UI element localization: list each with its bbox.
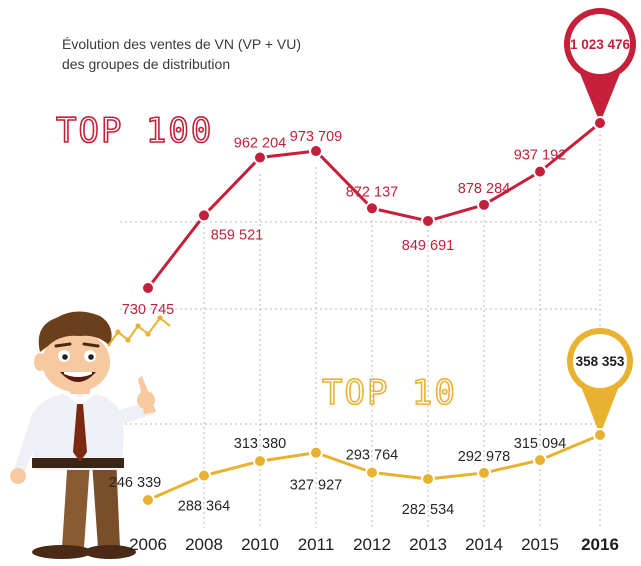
data-point: [421, 213, 435, 228]
data-label: 288 364: [178, 499, 230, 515]
data-labels: 730 745 859 521 962 204 973 709 872 137 849 6…: [109, 129, 566, 518]
data-point: [197, 468, 211, 483]
data-label: 327 927: [290, 478, 342, 494]
chart-title-line-2: des groupes de distribution: [62, 56, 231, 72]
x-tick-label: 2016: [581, 535, 619, 554]
pin-tail: [581, 388, 619, 435]
data-label: 962 204: [234, 136, 286, 152]
end-markers: 1 023 476 358 353: [564, 8, 636, 435]
data-label: 878 284: [458, 181, 510, 197]
data-label: 292 978: [458, 449, 510, 465]
data-label: 730 745: [122, 302, 174, 318]
series-name-1: TOP 10: [322, 373, 457, 413]
data-point: [141, 281, 155, 295]
chart-title-line-1: Évolution des ventes de VN (VP + VU): [62, 36, 302, 52]
data-label: 859 521: [211, 227, 263, 243]
data-point: [253, 150, 267, 165]
data-label: 973 709: [290, 129, 342, 145]
data-point: [309, 445, 323, 460]
x-tick-label: 2006: [129, 535, 167, 554]
data-label: 315 094: [514, 436, 566, 452]
x-tick-label: 2014: [465, 535, 503, 554]
last-value-label: 358 353: [576, 354, 625, 369]
last-value-label: 1 023 476: [570, 37, 631, 52]
data-point: [141, 493, 155, 507]
data-point: [421, 471, 435, 486]
pin-inner: [570, 14, 630, 74]
data-label: 937 192: [514, 148, 566, 164]
data-point: [365, 201, 379, 216]
x-tick-label: 2015: [521, 535, 559, 554]
pin-inner: [573, 334, 627, 388]
data-point: [197, 208, 211, 223]
data-point: [593, 428, 607, 442]
data-label: 313 380: [234, 436, 286, 452]
x-axis-ticks: 2006 2008 2010 2011 2012 2013 2014 2015 2016: [129, 535, 619, 554]
data-label: 246 339: [109, 475, 161, 491]
x-tick-label: 2012: [353, 535, 391, 554]
data-point: [533, 164, 547, 179]
x-tick-label: 2010: [241, 535, 279, 554]
pin-tail: [580, 73, 620, 123]
data-point: [477, 465, 491, 480]
x-tick-label: 2013: [409, 535, 447, 554]
data-label: 872 137: [346, 184, 398, 200]
data-label: 293 764: [346, 447, 398, 463]
data-point: [533, 453, 547, 468]
data-point: [593, 116, 607, 130]
data-points: [141, 116, 607, 507]
series-names: TOP 100 TOP 10: [55, 110, 457, 414]
businessman-illustration: [10, 311, 171, 559]
data-label: 282 534: [402, 502, 454, 518]
x-tick-label: 2008: [185, 535, 223, 554]
data-point: [477, 197, 491, 212]
data-point: [365, 465, 379, 480]
x-tick-label: 2011: [298, 535, 335, 554]
data-label: 849 691: [402, 238, 454, 254]
data-point: [309, 144, 323, 159]
data-point: [253, 454, 267, 469]
series-name-0: TOP 100: [56, 111, 213, 151]
